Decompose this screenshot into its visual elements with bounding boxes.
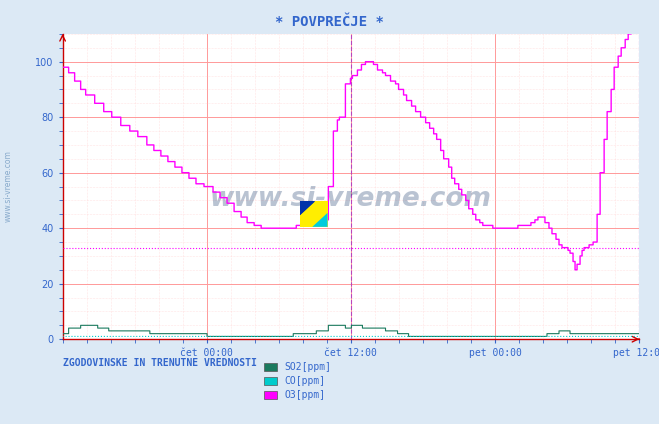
Text: ZGODOVINSKE IN TRENUTNE VREDNOSTI: ZGODOVINSKE IN TRENUTNE VREDNOSTI <box>63 358 256 368</box>
Text: www.si-vreme.com: www.si-vreme.com <box>210 186 492 212</box>
Polygon shape <box>300 201 315 215</box>
Text: CO[ppm]: CO[ppm] <box>285 376 326 386</box>
Text: www.si-vreme.com: www.si-vreme.com <box>3 151 13 223</box>
Polygon shape <box>300 201 315 215</box>
Text: O3[ppm]: O3[ppm] <box>285 390 326 400</box>
Polygon shape <box>300 201 328 227</box>
Polygon shape <box>312 213 328 227</box>
Text: SO2[ppm]: SO2[ppm] <box>285 362 331 372</box>
Text: * POVPREČJE *: * POVPREČJE * <box>275 15 384 29</box>
